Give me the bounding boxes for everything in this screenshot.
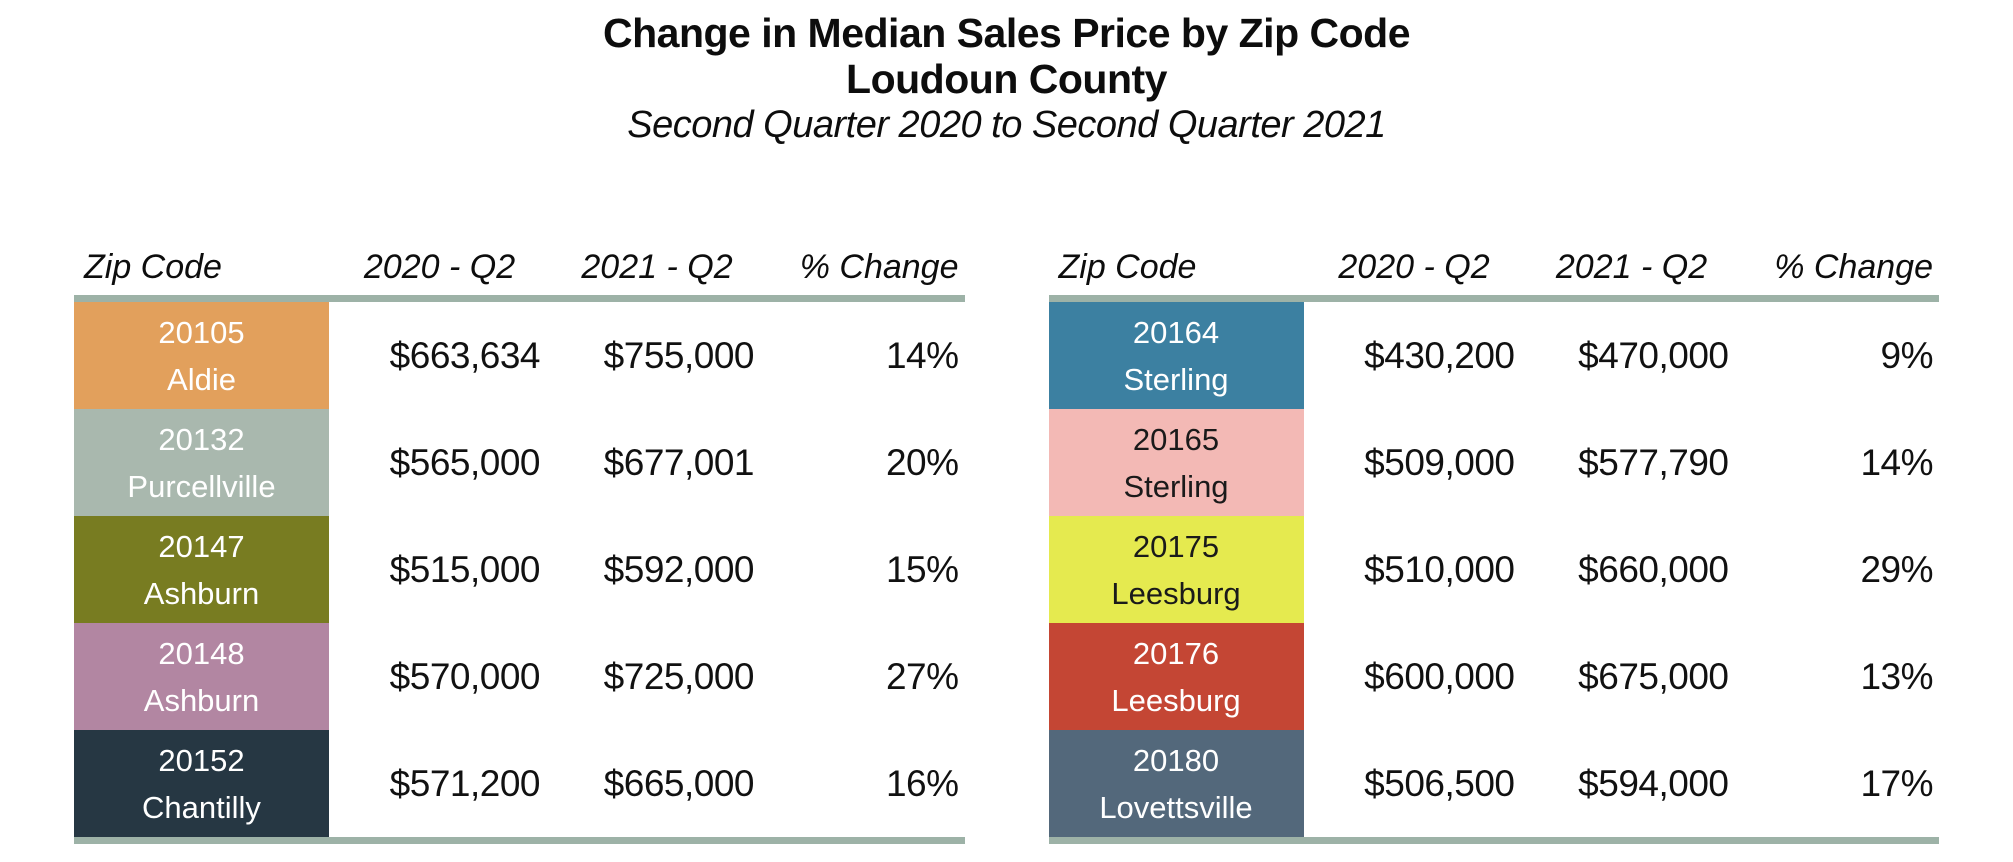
zip-cell: 20165 Sterling (1048, 409, 1304, 516)
zip-cell: 20152 Chantilly (74, 730, 329, 837)
zip-code: 20165 (1132, 421, 1220, 457)
table-row: 20164 Sterling $430,200 $470,000 9% (1048, 302, 1940, 409)
zip-code: 20147 (158, 528, 245, 564)
pct-change-value: 15% (885, 548, 959, 590)
zip-cell: 20147 Ashburn (74, 516, 329, 623)
price-2020-q2: $600,000 (1364, 655, 1515, 697)
pct-change-value: 16% (885, 762, 959, 804)
price-2021-q2: $594,000 (1578, 762, 1729, 804)
zip-code: 20175 (1132, 528, 1220, 564)
zip-city: Chantilly (142, 789, 261, 825)
col-header-pct-change: % Change (1774, 248, 1933, 286)
table-row: 20152 Chantilly $571,200 $665,000 16% (74, 730, 965, 837)
zip-cell: 20175 Leesburg (1048, 516, 1304, 623)
col-header-2021-q2: 2021 - Q2 (581, 248, 733, 286)
table-row: 20105 Aldie $663,634 $755,000 14% (74, 302, 965, 409)
zip-city: Ashburn (143, 575, 260, 611)
zip-cell: 20180 Lovettsville (1048, 730, 1304, 837)
price-2021-q2: $470,000 (1578, 334, 1729, 376)
table-row: 20180 Lovettsville $506,500 $594,000 17% (1048, 730, 1940, 837)
price-2020-q2: $570,000 (389, 655, 541, 697)
zip-table-left: Zip Code 2020 - Q2 2021 - Q2 % Change 20… (74, 238, 965, 844)
price-2021-q2: $660,000 (1578, 548, 1729, 590)
chart-subtitle-county: Loudoun County (846, 56, 1167, 102)
header-divider (74, 295, 965, 302)
price-2020-q2: $430,200 (1364, 334, 1515, 376)
price-2021-q2: $677,001 (603, 441, 755, 483)
zip-table-right: Zip Code 2020 - Q2 2021 - Q2 % Change 20… (1048, 238, 1940, 844)
price-2020-q2: $510,000 (1364, 548, 1515, 590)
table-row: 20175 Leesburg $510,000 $660,000 29% (1048, 516, 1940, 623)
zip-code: 20105 (158, 314, 245, 350)
table-row: 20165 Sterling $509,000 $577,790 14% (1048, 409, 1940, 516)
price-2021-q2: $592,000 (603, 548, 755, 590)
price-2020-q2: $571,200 (389, 762, 541, 804)
col-header-zip-code: Zip Code (1058, 248, 1197, 286)
table-row: 20176 Leesburg $600,000 $675,000 13% (1048, 623, 1940, 730)
price-2020-q2: $663,634 (389, 334, 541, 376)
col-header-zip-code: Zip Code (84, 248, 222, 286)
price-2021-q2: $755,000 (603, 334, 755, 376)
zip-cell: 20176 Leesburg (1048, 623, 1304, 730)
zip-city: Lovettsville (1099, 789, 1253, 825)
price-2021-q2: $577,790 (1578, 441, 1729, 483)
price-2021-q2: $665,000 (603, 762, 755, 804)
zip-code: 20164 (1132, 314, 1220, 350)
pct-change-value: 27% (885, 655, 959, 697)
zip-city: Sterling (1123, 361, 1229, 397)
table-row: 20132 Purcellville $565,000 $677,001 20% (74, 409, 965, 516)
pct-change-value: 17% (1860, 762, 1933, 804)
pct-change-value: 14% (885, 334, 959, 376)
col-header-2020-q2: 2020 - Q2 (1338, 248, 1490, 286)
zip-code: 20152 (158, 742, 245, 778)
price-2021-q2: $725,000 (603, 655, 755, 697)
price-2021-q2: $675,000 (1578, 655, 1729, 697)
zip-city: Leesburg (1111, 682, 1241, 718)
zip-city: Purcellville (127, 468, 276, 504)
zip-city: Aldie (167, 361, 236, 397)
zip-city: Ashburn (143, 682, 260, 718)
price-2020-q2: $515,000 (389, 548, 541, 590)
footer-divider (74, 837, 965, 844)
chart-title: Change in Median Sales Price by Zip Code (602, 10, 1411, 56)
header-divider (1048, 295, 1939, 302)
zip-cell: 20132 Purcellville (74, 409, 329, 516)
zip-cell: 20148 Ashburn (74, 623, 329, 730)
tables-container: Zip Code 2020 - Q2 2021 - Q2 % Change 20… (74, 238, 1939, 844)
zip-code: 20148 (158, 635, 245, 671)
pct-change-value: 13% (1860, 655, 1933, 697)
col-header-2021-q2: 2021 - Q2 (1555, 248, 1708, 286)
price-2020-q2: $509,000 (1364, 441, 1515, 483)
table-header-row: Zip Code 2020 - Q2 2021 - Q2 % Change (74, 238, 965, 295)
col-header-2020-q2: 2020 - Q2 (363, 248, 516, 286)
chart-period: Second Quarter 2020 to Second Quarter 20… (627, 104, 1386, 146)
zip-cell: 20105 Aldie (74, 302, 329, 409)
zip-cell: 20164 Sterling (1048, 302, 1304, 409)
col-header-pct-change: % Change (799, 248, 959, 286)
table-header-row: Zip Code 2020 - Q2 2021 - Q2 % Change (1049, 238, 1940, 295)
title-block: Change in Median Sales Price by Zip Code… (0, 0, 2013, 148)
price-2020-q2: $506,500 (1364, 762, 1515, 804)
zip-code: 20180 (1132, 742, 1220, 778)
zip-code: 20176 (1132, 635, 1220, 671)
pct-change-value: 14% (1860, 441, 1933, 483)
pct-change-value: 29% (1860, 548, 1933, 590)
zip-city: Leesburg (1111, 575, 1241, 611)
pct-change-value: 9% (1880, 334, 1934, 376)
footer-divider (1048, 837, 1939, 844)
table-row: 20148 Ashburn $570,000 $725,000 27% (74, 623, 965, 730)
zip-code: 20132 (158, 421, 245, 457)
table-row: 20147 Ashburn $515,000 $592,000 15% (74, 516, 965, 623)
zip-city: Sterling (1123, 468, 1229, 504)
pct-change-value: 20% (885, 441, 959, 483)
price-2020-q2: $565,000 (389, 441, 541, 483)
